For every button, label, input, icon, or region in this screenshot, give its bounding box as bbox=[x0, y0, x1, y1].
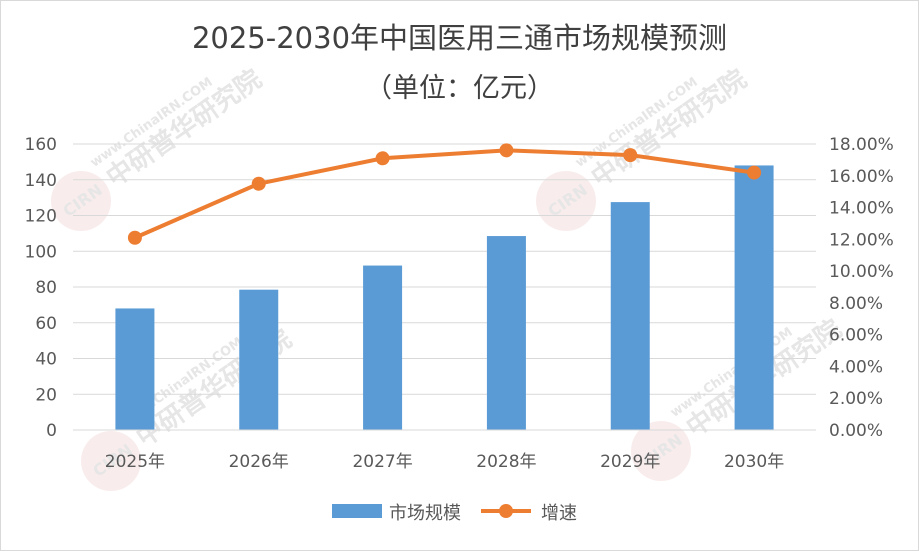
growth-point-5 bbox=[623, 148, 638, 163]
y-right-tick-label: 4.00% bbox=[829, 357, 883, 377]
y-right-tick-label: 8.00% bbox=[829, 294, 883, 314]
growth-point-3 bbox=[375, 151, 390, 166]
x-tick-label: 2026年 bbox=[229, 452, 289, 472]
y-right-tick-label: 14.00% bbox=[829, 199, 894, 219]
y-left-tick-label: 20 bbox=[35, 385, 57, 405]
y-left-tick-label: 40 bbox=[35, 350, 57, 370]
bar-3 bbox=[363, 265, 403, 430]
legend-label-bar: 市场规模 bbox=[389, 503, 461, 524]
bar-4 bbox=[486, 236, 526, 430]
y-left-tick-label: 100 bbox=[25, 242, 57, 262]
y-right-tick-label: 16.00% bbox=[829, 167, 894, 187]
watermark-brand: 中研普华研究院 bbox=[100, 63, 267, 193]
bar-5 bbox=[610, 202, 650, 430]
bar-2 bbox=[239, 289, 279, 430]
bar-1 bbox=[115, 308, 155, 430]
x-tick-label: 2028年 bbox=[476, 452, 536, 472]
y-left-tick-label: 0 bbox=[46, 421, 57, 441]
legend-swatch-bar bbox=[332, 504, 382, 518]
watermark-logo bbox=[631, 421, 691, 481]
legend-swatch-marker bbox=[499, 504, 513, 518]
growth-line bbox=[134, 148, 755, 240]
growth-point-2 bbox=[251, 176, 266, 191]
x-tick-label: 2027年 bbox=[352, 452, 412, 472]
y-left-tick-label: 140 bbox=[25, 171, 57, 191]
growth-point-1 bbox=[127, 230, 142, 245]
y-right-tick-label: 6.00% bbox=[829, 326, 883, 346]
chart-title: 2025-2030年中国医用三通市场规模预测 bbox=[191, 21, 728, 55]
y-right-tick-label: 18.00% bbox=[829, 135, 894, 155]
y-left-tick-label: 120 bbox=[25, 207, 57, 227]
x-tick-label: 2030年 bbox=[724, 452, 784, 472]
y-left-tick-label: 60 bbox=[35, 314, 57, 334]
y-right-tick-label: 2.00% bbox=[829, 389, 883, 409]
x-tick-label: 2025年 bbox=[105, 452, 165, 472]
watermark-logo bbox=[81, 431, 141, 491]
watermark-brand: 中研普华研究院 bbox=[585, 63, 752, 193]
y-right-tick-label: 0.00% bbox=[829, 421, 883, 441]
growth-point-6 bbox=[747, 165, 762, 180]
bar-6 bbox=[734, 165, 774, 430]
y-left-tick-label: 160 bbox=[25, 135, 57, 155]
y-right-tick-label: 12.00% bbox=[829, 230, 894, 250]
y-left-tick-label: 80 bbox=[35, 278, 57, 298]
y-right-tick-label: 10.00% bbox=[829, 262, 894, 282]
x-tick-label: 2029年 bbox=[600, 452, 660, 472]
chart-subtitle: （单位：亿元） bbox=[365, 73, 554, 104]
legend-label-line: 增速 bbox=[541, 503, 577, 524]
growth-point-4 bbox=[499, 143, 514, 158]
